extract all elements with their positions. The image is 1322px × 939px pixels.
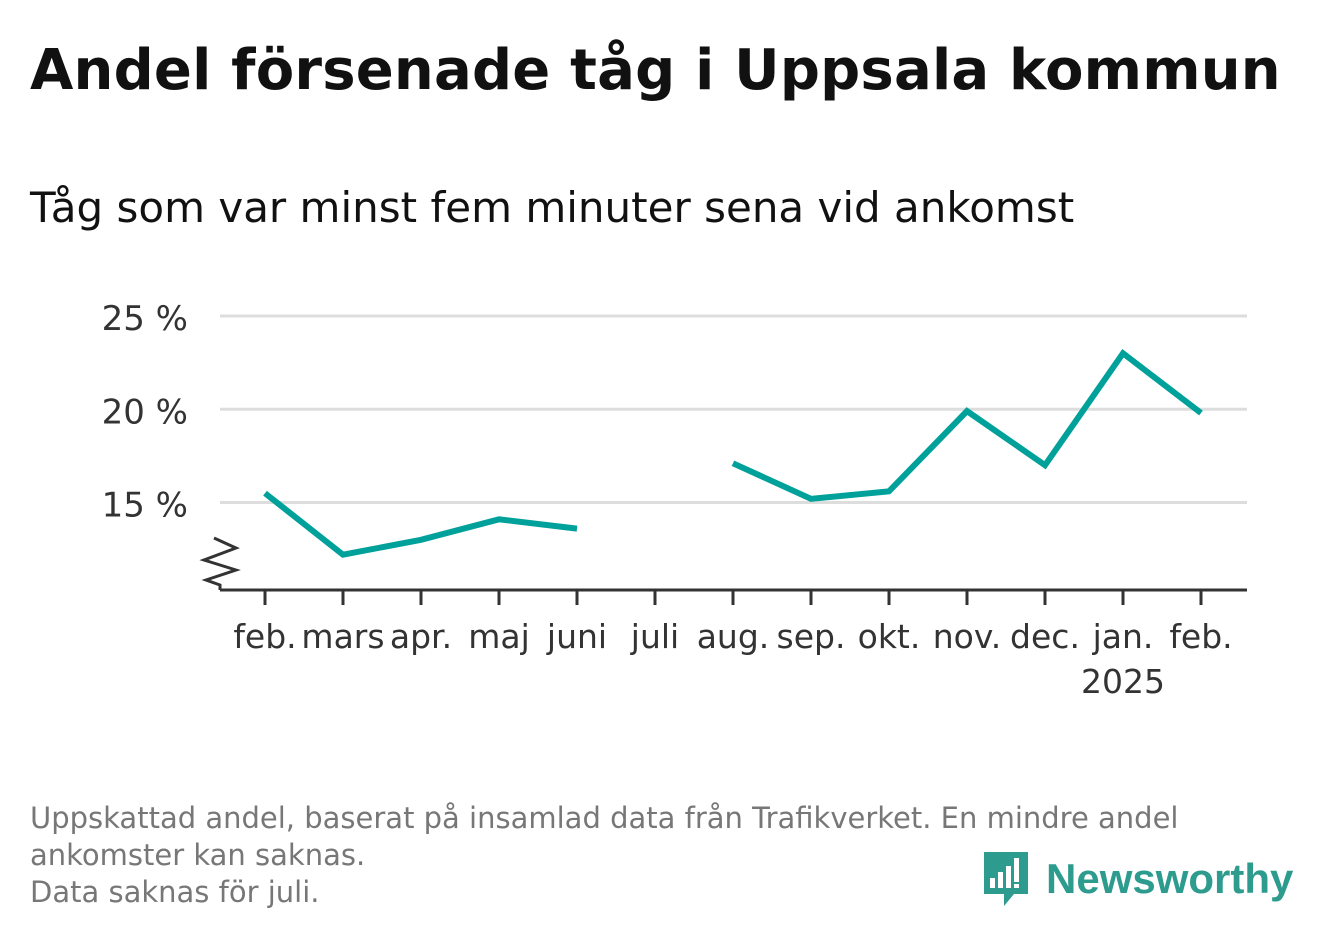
footnote-line: Uppskattad andel, baserat på insamlad da… xyxy=(30,801,1179,835)
footnote-line: ankomster kan saknas. xyxy=(30,838,366,872)
x-tick-label: aug. xyxy=(697,617,770,656)
y-tick-label: 25 % xyxy=(102,299,188,339)
footnote: Uppskattad andel, baserat på insamlad da… xyxy=(30,800,1280,911)
y-axis: 15 % 20 % 25 % xyxy=(102,299,241,590)
y-tick-label: 20 % xyxy=(102,392,188,432)
x-tick-label: juni xyxy=(546,617,607,656)
x-axis: feb. mars apr. maj juni juli aug. sep. okt. nov. d… xyxy=(220,588,1247,701)
x-tick-label: juli xyxy=(630,617,679,656)
footnote-line: Data saknas för juli. xyxy=(30,875,320,909)
axis-break-icon xyxy=(199,536,241,590)
line-chart: 15 %20 %25 % feb. mars apr. maj juni juli aug.… xyxy=(102,299,1247,701)
bar-chart-badge-icon xyxy=(984,852,1028,906)
x-tick-label: jan. xyxy=(1092,617,1154,656)
brand-logo: Newsworthy xyxy=(980,848,1293,910)
x-tick-label: mars xyxy=(301,617,384,656)
series-lines xyxy=(263,349,1203,558)
x-tick-label: nov. xyxy=(933,617,1002,656)
chart-title: Andel försenade tåg i Uppsala kommun xyxy=(30,38,1281,103)
x-tick-label: dec. xyxy=(1010,617,1080,656)
chart-subtitle: Tåg som var minst fem minuter sena vid a… xyxy=(30,183,1075,232)
y-tick-label: 15 % xyxy=(102,486,188,526)
series-line xyxy=(263,490,578,558)
brand-name: Newsworthy xyxy=(1046,855,1294,902)
x-tick-label: feb. xyxy=(1169,617,1232,656)
grid-lines xyxy=(220,314,1247,504)
x-tick-label: okt. xyxy=(858,617,921,656)
x-tick-label: apr. xyxy=(390,617,452,656)
x-year-label: 2025 xyxy=(1081,662,1165,701)
series-line xyxy=(731,349,1203,502)
x-tick-label: maj xyxy=(468,617,530,656)
x-tick-label: sep. xyxy=(777,617,846,656)
x-tick-label: feb. xyxy=(233,617,296,656)
